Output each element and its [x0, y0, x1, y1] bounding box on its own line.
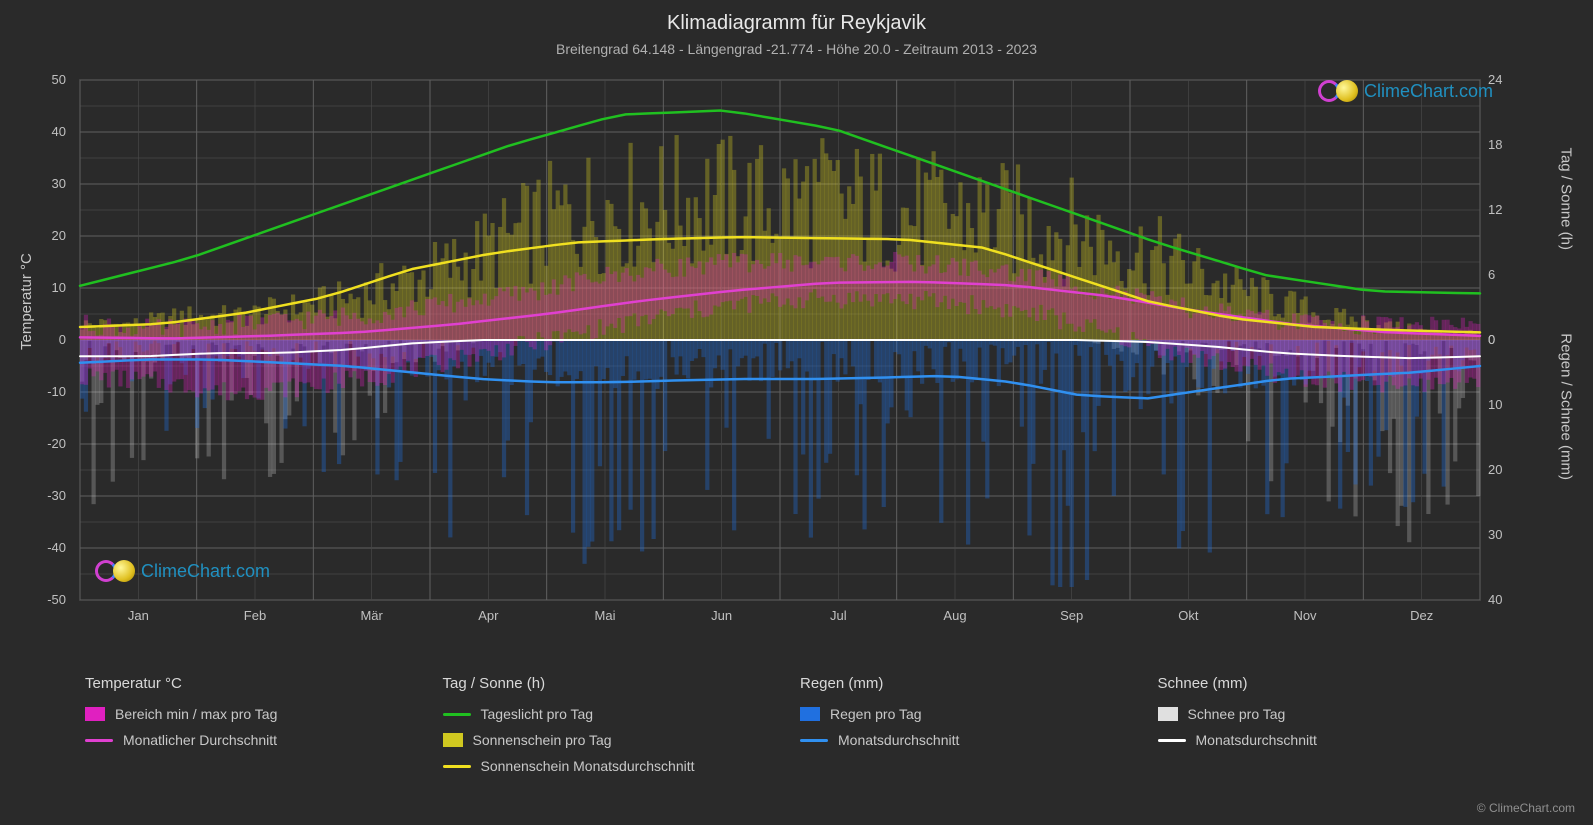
legend-label: Bereich min / max pro Tag	[115, 706, 277, 722]
brand-logo-top: ClimeChart.com	[1318, 80, 1493, 102]
legend-column: Schnee (mm) Schnee pro Tag Monatsdurchschn…	[1158, 675, 1516, 774]
legend-column: Tag / Sonne (h) Tageslicht pro Tag Sonnens…	[443, 675, 801, 774]
x-axis-month-label: Aug	[943, 608, 966, 623]
copyright-text: © ClimeChart.com	[1477, 801, 1575, 815]
legend-swatch	[800, 739, 828, 742]
x-axis-month-label: Okt	[1178, 608, 1198, 623]
legend-swatch	[443, 713, 471, 716]
legend-item: Schnee pro Tag	[1158, 706, 1516, 722]
legend: Temperatur °C Bereich min / max pro Tag Mo…	[85, 675, 1515, 774]
x-axis-month-label: Jul	[830, 608, 847, 623]
legend-label: Sonnenschein Monatsdurchschnitt	[481, 758, 695, 774]
legend-swatch	[443, 765, 471, 768]
axis-tick: -10	[26, 384, 66, 399]
axis-tick: 20	[1488, 462, 1528, 477]
legend-label: Tageslicht pro Tag	[481, 706, 594, 722]
legend-header: Tag / Sonne (h)	[443, 675, 801, 692]
axis-tick: 0	[26, 332, 66, 347]
axis-tick: 24	[1488, 72, 1528, 87]
legend-item: Tageslicht pro Tag	[443, 706, 801, 722]
climate-chart-svg	[70, 70, 1490, 640]
axis-tick: 40	[26, 124, 66, 139]
legend-item: Bereich min / max pro Tag	[85, 706, 443, 722]
axis-tick: 20	[26, 228, 66, 243]
axis-tick: -40	[26, 540, 66, 555]
legend-swatch	[1158, 707, 1178, 721]
brand-logo-bottom: ClimeChart.com	[95, 560, 270, 582]
legend-swatch	[1158, 739, 1186, 742]
legend-label: Sonnenschein pro Tag	[473, 732, 612, 748]
legend-swatch	[85, 707, 105, 721]
axis-tick: 50	[26, 72, 66, 87]
x-axis-month-label: Mai	[595, 608, 616, 623]
legend-label: Regen pro Tag	[830, 706, 922, 722]
legend-item: Sonnenschein Monatsdurchschnitt	[443, 758, 801, 774]
axis-tick: 18	[1488, 137, 1528, 152]
axis-tick: 12	[1488, 202, 1528, 217]
logo-sun-icon	[1336, 80, 1358, 102]
axis-tick: 30	[26, 176, 66, 191]
logo-sun-icon	[113, 560, 135, 582]
x-axis-month-label: Sep	[1060, 608, 1083, 623]
legend-header: Schnee (mm)	[1158, 675, 1516, 692]
legend-header: Regen (mm)	[800, 675, 1158, 692]
axis-tick: -30	[26, 488, 66, 503]
x-axis-month-label: Mär	[360, 608, 382, 623]
legend-label: Monatlicher Durchschnitt	[123, 732, 277, 748]
axis-tick: 0	[1488, 332, 1528, 347]
y-axis-right-top-label: Tag / Sonne (h)	[1558, 147, 1575, 250]
chart-title: Klimadiagramm für Reykjavik	[0, 0, 1593, 35]
legend-item: Regen pro Tag	[800, 706, 1158, 722]
axis-tick: 6	[1488, 267, 1528, 282]
legend-swatch	[800, 707, 820, 721]
legend-item: Sonnenschein pro Tag	[443, 732, 801, 748]
legend-label: Monatsdurchschnitt	[1196, 732, 1317, 748]
brand-text: ClimeChart.com	[141, 561, 270, 582]
chart-area	[70, 70, 1490, 640]
legend-item: Monatlicher Durchschnitt	[85, 732, 443, 748]
legend-column: Temperatur °C Bereich min / max pro Tag Mo…	[85, 675, 443, 774]
legend-header: Temperatur °C	[85, 675, 443, 692]
x-axis-month-label: Nov	[1293, 608, 1316, 623]
axis-tick: 10	[26, 280, 66, 295]
x-axis-month-label: Jan	[128, 608, 149, 623]
x-axis-month-label: Jun	[711, 608, 732, 623]
axis-tick: -50	[26, 592, 66, 607]
axis-tick: 30	[1488, 527, 1528, 542]
chart-subtitle: Breitengrad 64.148 - Längengrad -21.774 …	[0, 35, 1593, 57]
x-axis-month-label: Apr	[478, 608, 498, 623]
y-axis-right-bottom-label: Regen / Schnee (mm)	[1558, 333, 1575, 480]
axis-tick: 10	[1488, 397, 1528, 412]
legend-swatch	[85, 739, 113, 742]
legend-label: Schnee pro Tag	[1188, 706, 1286, 722]
legend-item: Monatsdurchschnitt	[800, 732, 1158, 748]
legend-column: Regen (mm) Regen pro Tag Monatsdurchschnit…	[800, 675, 1158, 774]
axis-tick: -20	[26, 436, 66, 451]
legend-swatch	[443, 733, 463, 747]
brand-text: ClimeChart.com	[1364, 81, 1493, 102]
legend-item: Monatsdurchschnitt	[1158, 732, 1516, 748]
x-axis-month-label: Dez	[1410, 608, 1433, 623]
axis-tick: 40	[1488, 592, 1528, 607]
x-axis-month-label: Feb	[244, 608, 266, 623]
legend-label: Monatsdurchschnitt	[838, 732, 959, 748]
